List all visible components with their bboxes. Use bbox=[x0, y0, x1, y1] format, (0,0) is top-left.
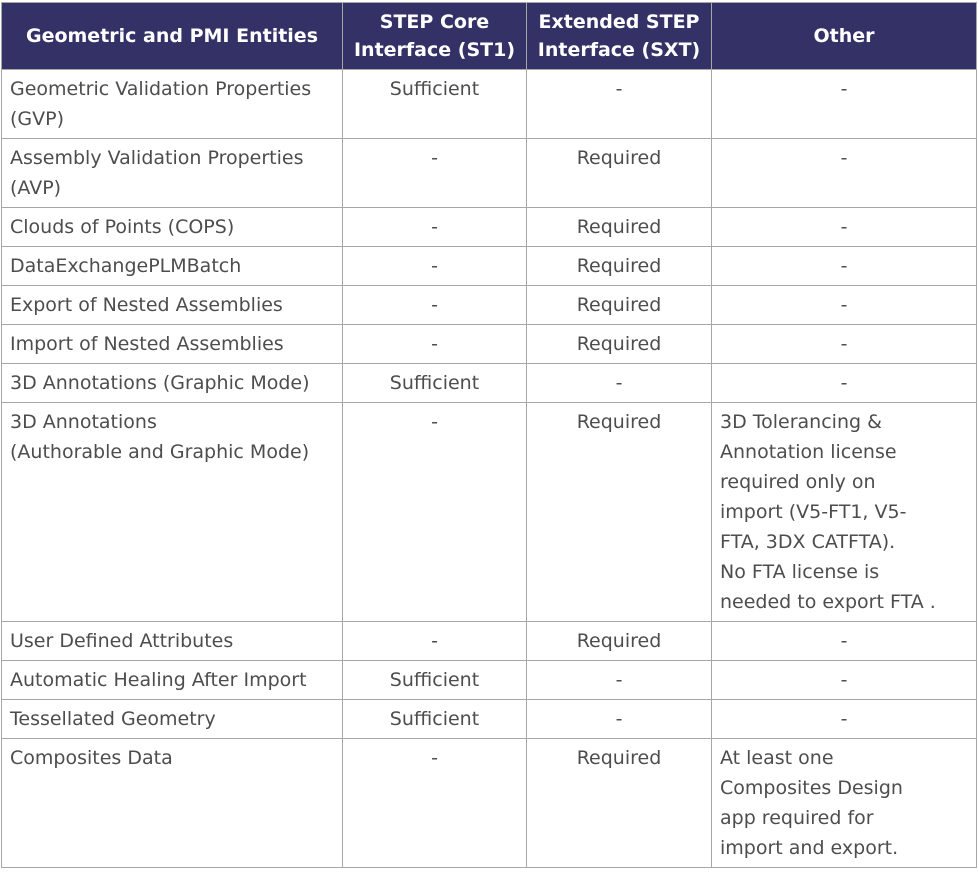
st1-cell: - bbox=[342, 138, 527, 208]
table-row: Clouds of Points (COPS) - Required - bbox=[1, 207, 977, 247]
entity-cell: Composites Data bbox=[1, 738, 343, 868]
sxt-cell: Required bbox=[526, 402, 712, 622]
sxt-cell: - bbox=[526, 69, 712, 139]
other-cell: - bbox=[711, 285, 977, 325]
sxt-cell: - bbox=[526, 699, 712, 739]
st1-cell: - bbox=[342, 207, 527, 247]
sxt-cell: Required bbox=[526, 138, 712, 208]
entity-cell: Geometric Validation Properties (GVP) bbox=[1, 69, 343, 139]
table-row: 3D Annotations (Authorable and Graphic M… bbox=[1, 402, 977, 622]
sxt-cell: Required bbox=[526, 621, 712, 661]
entity-cell: User Defined Attributes bbox=[1, 621, 343, 661]
entity-cell: DataExchangePLMBatch bbox=[1, 246, 343, 286]
sxt-cell: Required bbox=[526, 324, 712, 364]
other-cell: - bbox=[711, 138, 977, 208]
table-row: Tessellated Geometry Sufficient - - bbox=[1, 699, 977, 739]
st1-cell: - bbox=[342, 738, 527, 868]
st1-cell: - bbox=[342, 402, 527, 622]
st1-cell: - bbox=[342, 324, 527, 364]
column-header-entities: Geometric and PMI Entities bbox=[1, 2, 343, 70]
column-header-st1: STEP Core Interface (ST1) bbox=[342, 2, 527, 70]
st1-cell: - bbox=[342, 621, 527, 661]
sxt-cell: Required bbox=[526, 246, 712, 286]
sxt-cell: Required bbox=[526, 738, 712, 868]
sxt-cell: Required bbox=[526, 285, 712, 325]
entity-cell: Export of Nested Assemblies bbox=[1, 285, 343, 325]
other-cell: - bbox=[711, 699, 977, 739]
table-row: DataExchangePLMBatch - Required - bbox=[1, 246, 977, 286]
entity-cell: Import of Nested Assemblies bbox=[1, 324, 343, 364]
st1-cell: Sufficient bbox=[342, 69, 527, 139]
entity-cell: Automatic Healing After Import bbox=[1, 660, 343, 700]
entity-cell: Assembly Validation Properties (AVP) bbox=[1, 138, 343, 208]
other-cell: - bbox=[711, 69, 977, 139]
sxt-cell: - bbox=[526, 363, 712, 403]
other-cell: At least one Composites Design app requi… bbox=[711, 738, 977, 868]
table-row: Composites Data - Required At least one … bbox=[1, 738, 977, 868]
entity-cell: 3D Annotations (Authorable and Graphic M… bbox=[1, 402, 343, 622]
header-row: Geometric and PMI Entities STEP Core Int… bbox=[1, 2, 977, 70]
column-header-other: Other bbox=[711, 2, 977, 70]
other-cell: - bbox=[711, 207, 977, 247]
other-cell: 3D Tolerancing & Annotation license requ… bbox=[711, 402, 977, 622]
table-row: Automatic Healing After Import Sufficien… bbox=[1, 660, 977, 700]
other-cell: - bbox=[711, 363, 977, 403]
st1-cell: Sufficient bbox=[342, 699, 527, 739]
table-row: Assembly Validation Properties (AVP) - R… bbox=[1, 138, 977, 208]
entity-cell: 3D Annotations (Graphic Mode) bbox=[1, 363, 343, 403]
table-row: Import of Nested Assemblies - Required - bbox=[1, 324, 977, 364]
table-row: 3D Annotations (Graphic Mode) Sufficient… bbox=[1, 363, 977, 403]
table-row: Export of Nested Assemblies - Required - bbox=[1, 285, 977, 325]
st1-cell: - bbox=[342, 285, 527, 325]
other-cell: - bbox=[711, 621, 977, 661]
table-row: User Defined Attributes - Required - bbox=[1, 621, 977, 661]
entity-cell: Clouds of Points (COPS) bbox=[1, 207, 343, 247]
column-header-sxt: Extended STEP Interface (SXT) bbox=[526, 2, 712, 70]
sxt-cell: - bbox=[526, 660, 712, 700]
other-cell: - bbox=[711, 324, 977, 364]
table-header: Geometric and PMI Entities STEP Core Int… bbox=[1, 2, 977, 70]
entity-cell: Tessellated Geometry bbox=[1, 699, 343, 739]
table-row: Geometric Validation Properties (GVP) Su… bbox=[1, 69, 977, 139]
table-body: Geometric Validation Properties (GVP) Su… bbox=[1, 69, 977, 868]
st1-cell: - bbox=[342, 246, 527, 286]
st1-cell: Sufficient bbox=[342, 363, 527, 403]
sxt-cell: Required bbox=[526, 207, 712, 247]
st1-cell: Sufficient bbox=[342, 660, 527, 700]
other-cell: - bbox=[711, 660, 977, 700]
other-cell: - bbox=[711, 246, 977, 286]
